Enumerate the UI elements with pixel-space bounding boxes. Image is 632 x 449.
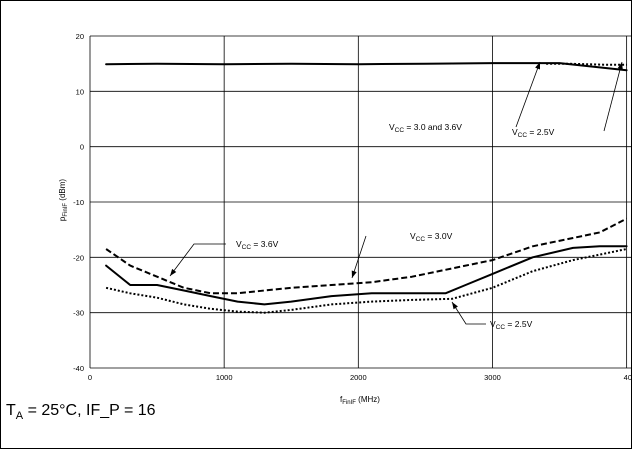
caption: TA = 25°C, IF_P = 16 [6,402,156,422]
annotation-arrowhead [452,302,458,310]
tick-labels: 0 1000 2000 3000 40 20 10 0 -10 -20 -30 -40 [73,32,632,382]
y-axis-label: pFinIF (dBm) [58,179,69,221]
annotation-labels: VCC = 3.0 and 3.6V VCC = 2.5V VCC = 3.6V VC… [236,122,555,331]
x-tick-label: 3000 [484,373,501,382]
y-tick-label: -40 [73,364,84,373]
annotation-leader-1 [603,61,623,132]
annotation-arrowhead [617,62,623,70]
annotation-leaders [169,61,623,325]
series-lines [105,62,628,314]
series-line-0 [105,62,628,72]
y-tick-label: 20 [76,32,84,41]
annotation-leader-0 [515,61,541,128]
series-line-4 [105,248,627,314]
series-line-1 [546,62,627,66]
annotation-leader-4 [451,301,486,325]
x-tick-label: 2000 [350,373,367,382]
annotation-label-1: VCC = 2.5V [512,127,555,139]
annotation-label-0: VCC = 3.0 and 3.6V [389,122,462,134]
annotation-label-3: VCC = 3.0V [410,231,453,243]
annotation-leader-2 [169,243,226,277]
grid-lines [89,35,632,369]
annotation-arrowhead [351,270,357,278]
annotation-arrowhead [535,62,541,70]
y-tick-label: -10 [73,198,84,207]
x-axis-label: fFinIF (MHz) [340,395,380,406]
y-tick-label: 10 [76,87,84,96]
x-tick-label: 0 [88,373,92,382]
y-tick-label: -30 [73,309,84,318]
annotation-label-4: VCC = 2.5V [490,319,533,331]
y-tick-label: 0 [80,143,84,152]
series-line-3 [105,245,628,306]
annotation-label-2: VCC = 3.6V [236,239,279,251]
x-tick-label: 40 [624,373,632,382]
series-line-2 [105,217,628,295]
y-tick-label: -20 [73,253,84,262]
annotation-arrowhead [170,268,177,276]
annotation-leader-3 [351,235,367,279]
x-tick-label: 1000 [216,373,233,382]
